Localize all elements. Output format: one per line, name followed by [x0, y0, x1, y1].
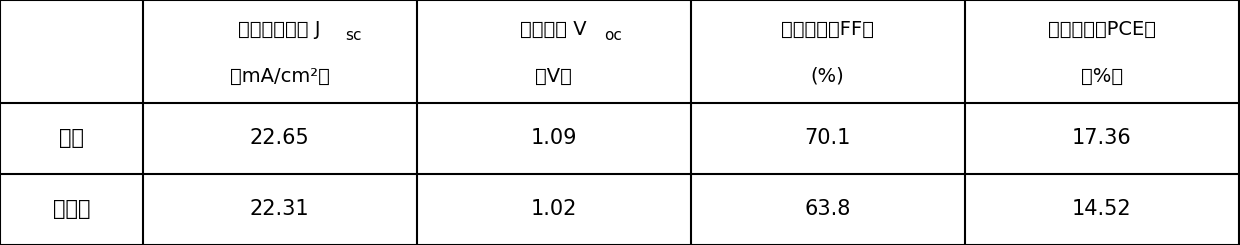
Text: 1.02: 1.02	[531, 199, 577, 220]
Text: 14.52: 14.52	[1071, 199, 1132, 220]
Text: （mA/cm²）: （mA/cm²）	[229, 66, 330, 86]
Text: 未修饰: 未修饰	[52, 199, 91, 220]
Text: 短路电流密度 J: 短路电流密度 J	[238, 20, 321, 39]
Text: 修饰: 修饰	[58, 128, 84, 148]
Text: 填充因子（FF）: 填充因子（FF）	[781, 20, 874, 39]
Text: 开路电压 V: 开路电压 V	[521, 20, 587, 39]
Text: (%): (%)	[811, 66, 844, 86]
Text: sc: sc	[345, 28, 362, 43]
Text: 17.36: 17.36	[1071, 128, 1132, 148]
Text: 70.1: 70.1	[805, 128, 851, 148]
Text: 22.65: 22.65	[249, 128, 310, 148]
Text: 转换效率（PCE）: 转换效率（PCE）	[1048, 20, 1156, 39]
Text: oc: oc	[605, 28, 622, 43]
Text: （V）: （V）	[536, 66, 572, 86]
Text: （%）: （%）	[1081, 66, 1122, 86]
Text: 1.09: 1.09	[531, 128, 577, 148]
Text: 63.8: 63.8	[805, 199, 851, 220]
Text: 22.31: 22.31	[249, 199, 310, 220]
